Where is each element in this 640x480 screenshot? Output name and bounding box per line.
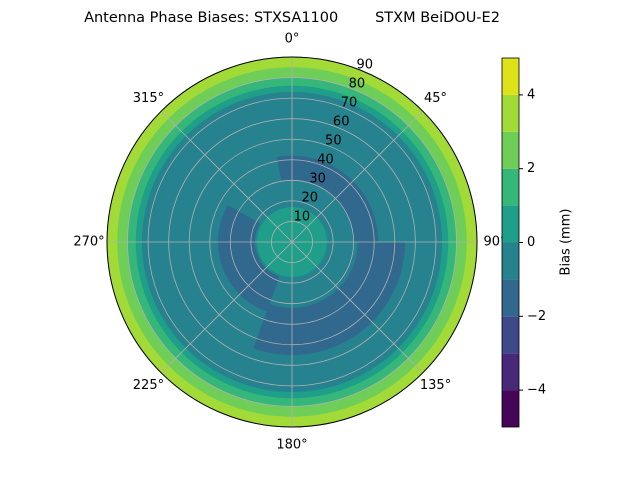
- theta-grid-line: [291, 241, 424, 374]
- theta-tick-label: 0°: [285, 32, 300, 47]
- r-tick-label: 90: [357, 58, 374, 73]
- contour-region: [277, 155, 379, 242]
- colorbar-bin: [502, 390, 519, 427]
- theta-tick-label: 225°: [133, 378, 164, 393]
- theta-tick-label: 315°: [133, 91, 164, 106]
- colorbar-bin: [502, 242, 519, 280]
- r-tick-label: 10: [294, 210, 311, 225]
- contour-region: [218, 205, 280, 312]
- colorbar-tick-label: −2: [527, 309, 546, 324]
- theta-grid-line: [160, 241, 293, 374]
- colorbar-tick-label: 0: [527, 235, 535, 250]
- theta-grid-line: [291, 110, 424, 243]
- colorbar-bin: [502, 131, 519, 169]
- colorbar-label: Bias (mm): [559, 209, 574, 276]
- r-tick-label: 60: [333, 115, 350, 130]
- r-tick-label: 20: [301, 191, 318, 206]
- r-tick-label: 30: [309, 172, 326, 187]
- theta-tick-label: 270°: [73, 235, 104, 250]
- r-tick-label: 80: [349, 77, 366, 92]
- r-tick-label: 40: [317, 153, 334, 168]
- contour-region: [253, 242, 406, 356]
- theta-grid-line: [160, 110, 293, 243]
- theta-tick-label: 180°: [276, 438, 307, 453]
- colorbar-tick-label: −4: [527, 383, 546, 398]
- chart-title: Antenna Phase Biases: STXSA1100 STXM Bei…: [84, 10, 500, 26]
- r-tick-label: 70: [341, 96, 358, 111]
- colorbar-bin: [502, 168, 519, 206]
- colorbar-tick-label: 4: [527, 87, 535, 102]
- colorbar-tick-label: 2: [527, 161, 535, 176]
- theta-tick-label: 45°: [424, 91, 447, 106]
- colorbar-bin: [502, 279, 519, 317]
- colorbar-bin: [502, 58, 519, 95]
- plot-border: [106, 56, 478, 428]
- r-tick-label: 50: [325, 134, 342, 149]
- colorbar-bin: [502, 353, 519, 391]
- theta-tick-label: 90°: [483, 235, 506, 250]
- colorbar-bin: [502, 205, 519, 243]
- colorbar-bin: [502, 316, 519, 354]
- colorbar-bin: [502, 94, 519, 132]
- theta-tick-label: 135°: [420, 378, 451, 393]
